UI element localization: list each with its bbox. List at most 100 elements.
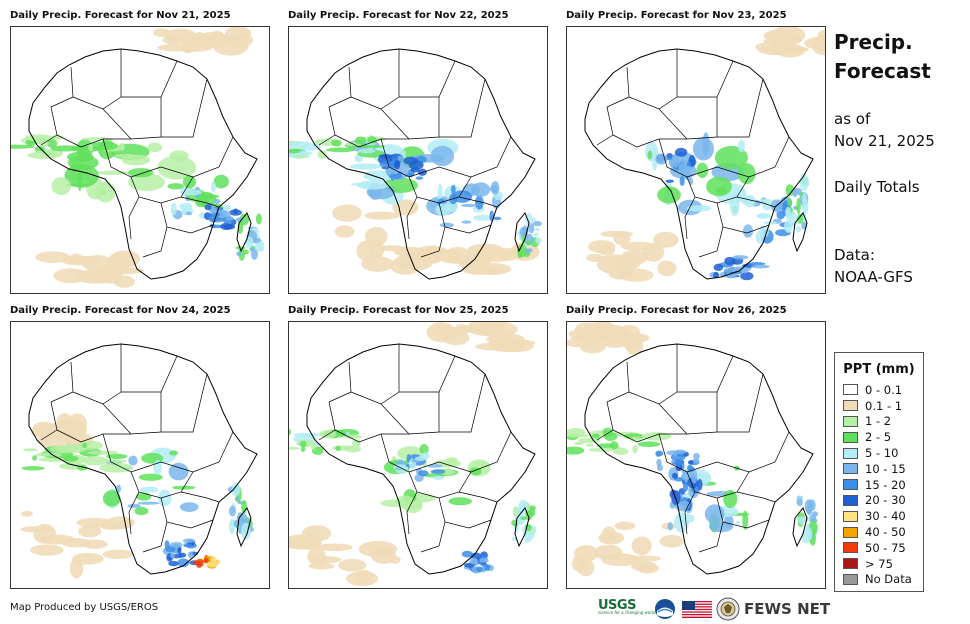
legend-swatch bbox=[843, 479, 858, 491]
precip-patch bbox=[704, 504, 725, 524]
panel-title-2: Daily Precip. Forecast for Nov 22, 2025 bbox=[288, 10, 509, 21]
legend-item: 1 - 2 bbox=[835, 414, 923, 430]
precip-patch bbox=[683, 481, 689, 492]
precip-patch bbox=[524, 248, 531, 254]
precip-patch bbox=[78, 525, 102, 538]
precip-patch bbox=[804, 36, 825, 50]
side-title: Precip. Forecast bbox=[834, 28, 931, 86]
country-border bbox=[439, 78, 486, 138]
coastline bbox=[236, 507, 252, 548]
country-border bbox=[658, 392, 718, 435]
precip-patch bbox=[223, 205, 232, 211]
precip-patch bbox=[127, 503, 141, 508]
legend-label: 15 - 20 bbox=[865, 477, 906, 492]
country-border bbox=[677, 355, 734, 393]
country-border bbox=[102, 97, 162, 140]
legend-swatch bbox=[843, 400, 858, 412]
country-border bbox=[677, 60, 734, 98]
precip-patch bbox=[738, 139, 745, 153]
precip-patch bbox=[289, 428, 292, 436]
precip-patch bbox=[571, 554, 589, 573]
precip-patch bbox=[168, 560, 179, 567]
country-border bbox=[716, 497, 770, 529]
country-border bbox=[161, 78, 208, 138]
noaa-logo-icon bbox=[655, 599, 675, 619]
precip-patch bbox=[744, 194, 756, 208]
precip-patch bbox=[24, 134, 54, 142]
coastline bbox=[28, 343, 258, 575]
legend-item: 0.1 - 1 bbox=[835, 398, 923, 414]
precip-patch bbox=[641, 432, 672, 441]
precip-patch bbox=[157, 155, 197, 180]
precip-patch bbox=[356, 240, 376, 261]
map-panel-1 bbox=[10, 26, 270, 294]
precip-patch bbox=[32, 455, 38, 461]
precip-patch bbox=[88, 268, 115, 284]
map-panel-2 bbox=[288, 26, 548, 294]
legend-label: 20 - 30 bbox=[865, 493, 906, 508]
precip-patch bbox=[418, 470, 429, 477]
precip-patch bbox=[187, 551, 194, 559]
precip-patch bbox=[203, 557, 209, 564]
precip-patch bbox=[180, 189, 202, 196]
precip-patch bbox=[657, 186, 681, 204]
country-border bbox=[121, 355, 178, 393]
precip-patch bbox=[461, 550, 473, 558]
legend-swatch bbox=[843, 447, 858, 459]
precip-patch bbox=[445, 246, 471, 263]
coastline bbox=[792, 212, 808, 253]
precip-patch bbox=[692, 137, 714, 161]
precip-patch bbox=[140, 486, 159, 493]
precip-patch bbox=[303, 533, 318, 551]
precip-patch bbox=[532, 220, 542, 227]
precip-patch bbox=[314, 543, 353, 552]
precip-patch bbox=[219, 210, 231, 218]
coastline bbox=[306, 343, 536, 575]
country-border bbox=[350, 344, 400, 405]
legend-item: 20 - 30 bbox=[835, 493, 923, 509]
country-border bbox=[420, 226, 446, 258]
precip-patch bbox=[528, 223, 535, 234]
precip-patch bbox=[210, 556, 217, 563]
country-border bbox=[606, 361, 630, 403]
legend-item: 15 - 20 bbox=[835, 477, 923, 493]
country-border bbox=[121, 60, 178, 98]
precip-patch bbox=[655, 153, 668, 165]
precip-patch bbox=[20, 510, 33, 517]
precip-patch bbox=[349, 163, 382, 170]
precip-patch bbox=[678, 163, 687, 174]
precip-patch bbox=[686, 464, 693, 472]
precip-patch bbox=[50, 145, 81, 152]
precip-patch bbox=[613, 447, 629, 456]
precip-patch bbox=[471, 182, 491, 197]
precip-patch bbox=[567, 446, 585, 455]
country-border bbox=[717, 78, 764, 138]
country-border bbox=[458, 491, 498, 503]
country-border bbox=[698, 521, 724, 553]
coastline bbox=[584, 48, 814, 280]
country-border bbox=[406, 196, 418, 240]
country-border bbox=[628, 49, 678, 110]
country-border bbox=[160, 497, 214, 529]
precip-patch bbox=[300, 446, 306, 452]
daily-totals-text: Daily Totals bbox=[834, 178, 920, 196]
precip-patch bbox=[22, 448, 39, 452]
legend-swatch bbox=[843, 415, 858, 427]
country-border bbox=[328, 361, 352, 403]
precip-patch bbox=[517, 244, 527, 258]
precip-patch bbox=[674, 147, 688, 157]
precip-patch bbox=[799, 173, 809, 191]
precip-patch bbox=[798, 516, 805, 525]
precip-patch bbox=[182, 175, 197, 189]
precip-patch bbox=[236, 251, 242, 257]
precip-patch bbox=[162, 35, 185, 45]
precip-patch bbox=[355, 136, 367, 145]
precip-patch bbox=[72, 552, 104, 565]
precip-patch bbox=[655, 450, 664, 457]
precip-patch bbox=[30, 544, 64, 556]
precip-patch bbox=[69, 253, 84, 265]
legend-item: 2 - 5 bbox=[835, 429, 923, 445]
precip-patch bbox=[128, 455, 138, 466]
precip-patch bbox=[254, 242, 263, 252]
country-border bbox=[102, 431, 234, 473]
